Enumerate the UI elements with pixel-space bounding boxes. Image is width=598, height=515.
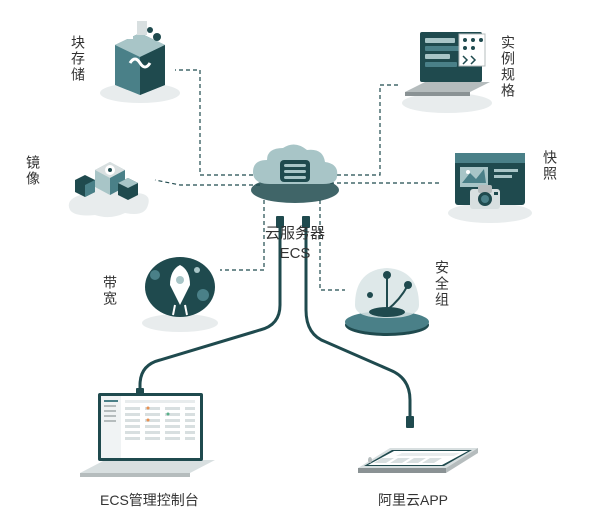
ecs-architecture-diagram: 云服务器 ECS 块存储: [0, 0, 598, 515]
snapshot-node: [440, 135, 540, 225]
bandwidth-label: 带宽: [100, 275, 120, 307]
security-group-icon: [340, 250, 435, 340]
cloud-ecs-center: 云服务器 ECS: [245, 142, 345, 263]
ecs-console-node: [70, 385, 220, 490]
block-storage-node: [95, 15, 185, 105]
center-title: 云服务器 ECS: [265, 224, 325, 263]
image-icon: [60, 135, 160, 225]
block-storage-label: 块存储: [68, 35, 88, 83]
snapshot-label: 快照: [540, 150, 560, 182]
center-title-line2: ECS: [265, 244, 325, 264]
security-group-label: 安全组: [432, 260, 452, 308]
aliyun-app-node: [350, 420, 480, 490]
ecs-console-icon: [70, 385, 220, 490]
instance-spec-node: [395, 20, 500, 115]
snapshot-icon: [440, 135, 540, 225]
image-node: [60, 135, 160, 225]
instance-spec-label: 实例规格: [498, 35, 518, 99]
security-group-node: [340, 250, 435, 340]
ecs-console-label: ECS管理控制台: [100, 490, 199, 510]
bandwidth-node: [135, 245, 225, 335]
bandwidth-icon: [135, 245, 225, 335]
block-storage-icon: [95, 15, 185, 105]
instance-spec-icon: [395, 20, 500, 115]
image-label: 镜像: [23, 155, 43, 187]
cloud-icon: [245, 142, 345, 220]
aliyun-app-icon: [350, 420, 480, 490]
aliyun-app-label: 阿里云APP: [378, 490, 448, 510]
center-title-line1: 云服务器: [265, 224, 325, 244]
